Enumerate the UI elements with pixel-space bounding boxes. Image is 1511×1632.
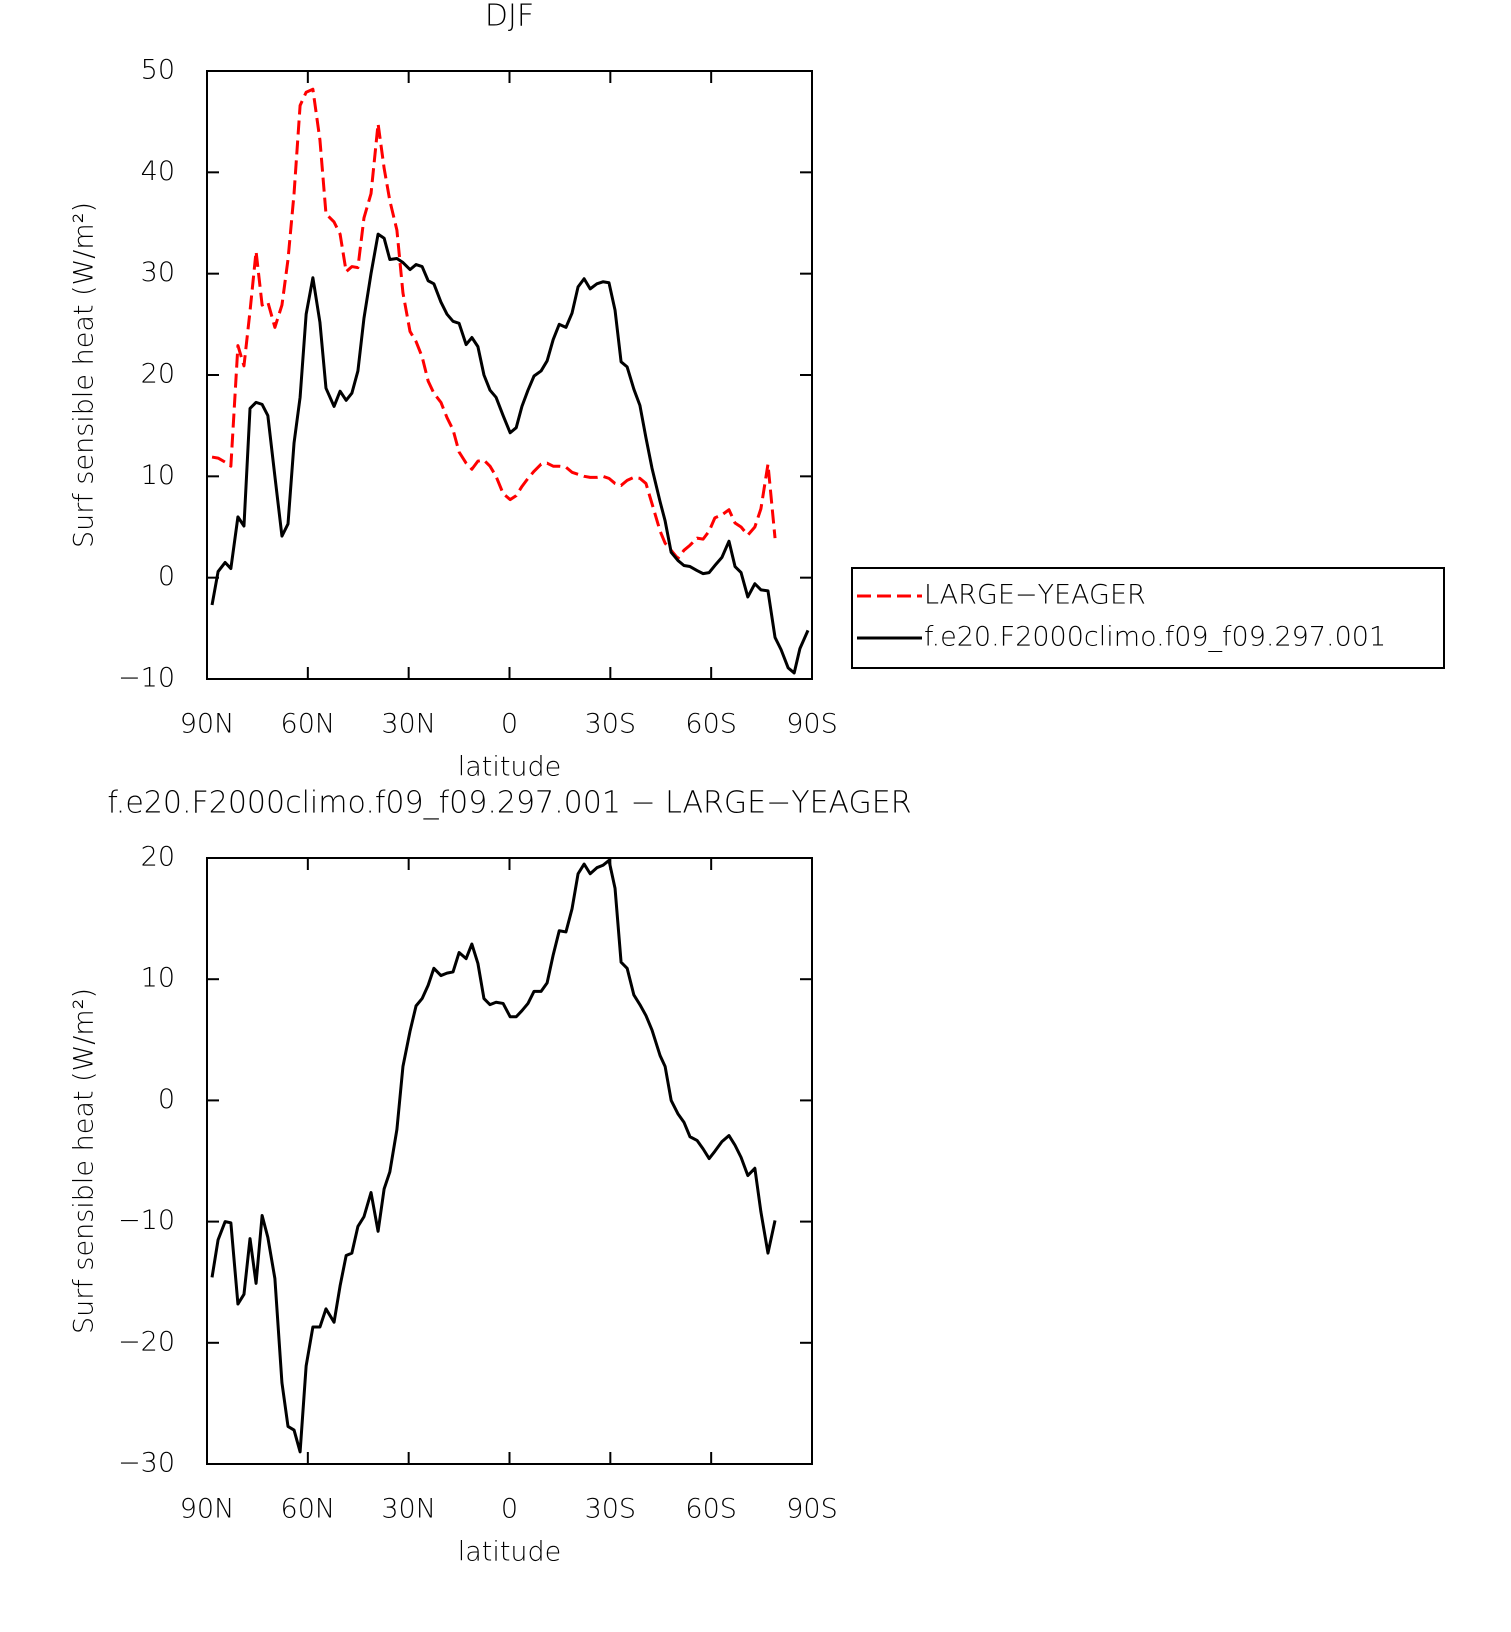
x-axis-label: latitude [458,752,562,783]
y-tick-label: 40 [141,156,175,187]
x-tick-label: 60N [281,709,336,740]
y-axis-label: Surf sensible heat (W/m²) [69,202,100,548]
data-line [210,232,810,675]
y-tick-label: 20 [141,359,175,390]
x-tick-label: 30N [381,709,436,740]
chart-title: DJF [485,0,534,34]
y-axis-label: Surf sensible heat (W/m²) [69,988,100,1334]
y-tick-label: −10 [118,1205,175,1236]
y-tick-label: 0 [158,561,175,592]
x-tick-label: 90N [180,1494,235,1525]
y-tick-label: −10 [118,663,175,694]
x-tick-label: 30S [585,709,637,740]
x-tick-label: 60S [685,1494,737,1525]
x-tick-label: 90N [180,709,235,740]
x-tick-label: 0 [501,709,518,740]
data-line [211,87,777,560]
y-tick-label: 50 [141,55,175,86]
plot-frame [206,857,813,1465]
legend-label: f.e20.F2000climo.f09_f09.297.001 [924,622,1386,653]
x-tick-label: 60N [281,1494,336,1525]
y-tick-label: 30 [141,257,175,288]
x-tick-label: 0 [501,1494,518,1525]
x-axis-label: latitude [458,1537,562,1568]
x-tick-label: 30S [585,1494,637,1525]
legend-box [851,567,1445,669]
x-tick-label: 30N [381,1494,436,1525]
x-tick-label: 60S [685,709,737,740]
y-tick-label: 10 [141,963,175,994]
y-tick-label: −20 [118,1326,175,1357]
y-tick-label: 0 [158,1084,175,1115]
data-line [210,858,777,1454]
x-tick-label: 90S [786,709,838,740]
y-tick-label: 10 [141,460,175,491]
chart-title: f.e20.F2000climo.f09_f09.297.001 − LARGE… [107,786,911,821]
x-tick-label: 90S [786,1494,838,1525]
y-tick-label: −30 [118,1448,175,1479]
plot-frame [206,70,813,680]
y-tick-label: 20 [141,842,175,873]
legend-label: LARGE−YEAGER [924,580,1146,611]
